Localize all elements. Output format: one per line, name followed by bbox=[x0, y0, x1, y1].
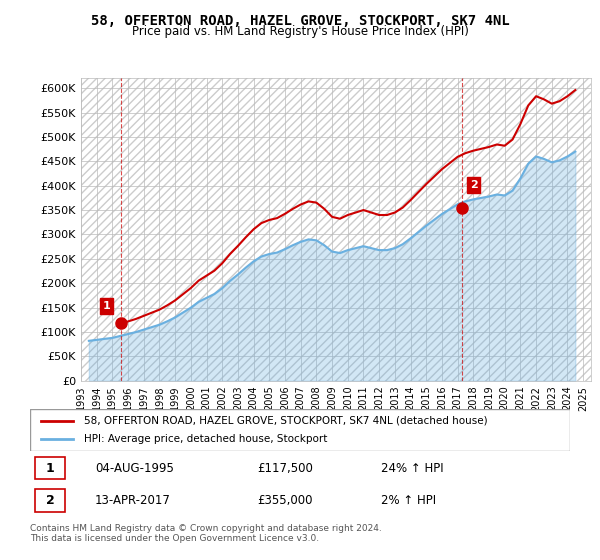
Text: Contains HM Land Registry data © Crown copyright and database right 2024.
This d: Contains HM Land Registry data © Crown c… bbox=[30, 524, 382, 543]
FancyBboxPatch shape bbox=[35, 489, 65, 512]
Text: 2% ↑ HPI: 2% ↑ HPI bbox=[381, 494, 436, 507]
Text: 2: 2 bbox=[46, 494, 55, 507]
Text: 1: 1 bbox=[103, 301, 110, 311]
Text: 1: 1 bbox=[46, 461, 55, 474]
Text: £117,500: £117,500 bbox=[257, 461, 313, 474]
Text: 13-APR-2017: 13-APR-2017 bbox=[95, 494, 170, 507]
Text: Price paid vs. HM Land Registry's House Price Index (HPI): Price paid vs. HM Land Registry's House … bbox=[131, 25, 469, 38]
Text: 58, OFFERTON ROAD, HAZEL GROVE, STOCKPORT, SK7 4NL (detached house): 58, OFFERTON ROAD, HAZEL GROVE, STOCKPOR… bbox=[84, 416, 488, 426]
Text: 58, OFFERTON ROAD, HAZEL GROVE, STOCKPORT, SK7 4NL: 58, OFFERTON ROAD, HAZEL GROVE, STOCKPOR… bbox=[91, 14, 509, 28]
Text: 04-AUG-1995: 04-AUG-1995 bbox=[95, 461, 173, 474]
Text: £355,000: £355,000 bbox=[257, 494, 312, 507]
FancyBboxPatch shape bbox=[30, 409, 570, 451]
Text: HPI: Average price, detached house, Stockport: HPI: Average price, detached house, Stoc… bbox=[84, 434, 328, 444]
FancyBboxPatch shape bbox=[35, 457, 65, 479]
Text: 2: 2 bbox=[470, 180, 478, 190]
Text: 24% ↑ HPI: 24% ↑ HPI bbox=[381, 461, 443, 474]
